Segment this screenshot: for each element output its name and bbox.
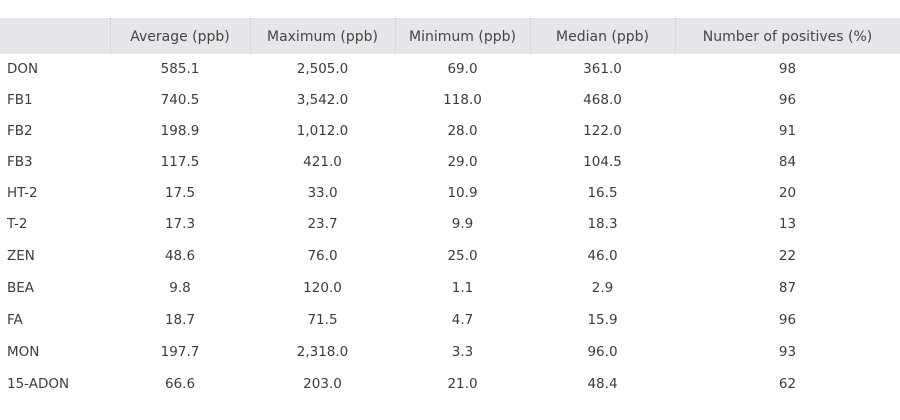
- row-maximum: 33.0: [307, 185, 338, 201]
- row-maximum: 203.0: [303, 376, 342, 392]
- table-row: BEA 9.8 120.0 1.1 2.9 87: [0, 273, 900, 304]
- row-minimum: 25.0: [447, 248, 478, 264]
- row-analyte: FB1: [7, 92, 33, 108]
- row-median: 96.0: [587, 344, 618, 360]
- row-maximum: 421.0: [303, 154, 342, 170]
- row-minimum: 21.0: [447, 376, 478, 392]
- row-positives: 96: [778, 92, 797, 108]
- row-average: 740.5: [160, 92, 200, 108]
- row-average: 48.6: [164, 248, 196, 264]
- row-maximum: 1,012.0: [296, 123, 349, 139]
- row-analyte: DON: [7, 61, 39, 77]
- row-median: 16.5: [587, 185, 618, 201]
- header-minimum: Minimum (ppb): [409, 29, 516, 45]
- table-row: FB1 740.5 3,542.0 118.0 468.0 96: [0, 85, 900, 116]
- row-average: 18.7: [164, 312, 196, 328]
- table-row: FB2 198.9 1,012.0 28.0 122.0 91: [0, 116, 900, 147]
- row-maximum: 120.0: [303, 280, 342, 296]
- row-maximum: 3,542.0: [296, 92, 349, 108]
- row-average: 17.3: [164, 216, 196, 232]
- row-analyte: FB3: [7, 154, 33, 170]
- row-analyte: T-2: [7, 216, 28, 232]
- row-positives: 87: [778, 280, 797, 296]
- table-row: FA 18.7 71.5 4.7 15.9 96: [0, 305, 900, 336]
- header-divider: [110, 18, 111, 54]
- row-maximum: 2,505.0: [296, 61, 349, 77]
- row-minimum: 69.0: [447, 61, 478, 77]
- row-minimum: 3.3: [451, 344, 474, 360]
- header-median: Median (ppb): [556, 29, 649, 45]
- row-analyte: ZEN: [7, 248, 35, 264]
- row-maximum: 23.7: [307, 216, 338, 232]
- row-average: 197.7: [160, 344, 200, 360]
- row-median: 2.9: [591, 280, 614, 296]
- row-average: 198.9: [160, 123, 200, 139]
- header-maximum: Maximum (ppb): [266, 29, 378, 45]
- row-analyte: FA: [7, 312, 23, 328]
- row-analyte: HT-2: [7, 185, 38, 201]
- table-row: FB3 117.5 421.0 29.0 104.5 84: [0, 147, 900, 178]
- row-average: 9.8: [169, 280, 191, 296]
- row-maximum: 76.0: [307, 248, 338, 264]
- row-positives: 84: [778, 154, 797, 170]
- row-analyte: FB2: [7, 123, 33, 139]
- header-positives: Number of positives (%): [702, 29, 873, 45]
- row-analyte: BEA: [7, 280, 35, 296]
- header-divider: [395, 18, 396, 54]
- row-median: 15.9: [587, 312, 618, 328]
- row-minimum: 28.0: [447, 123, 478, 139]
- row-median: 468.0: [583, 92, 622, 108]
- row-average: 66.6: [164, 376, 196, 392]
- row-minimum: 1.1: [451, 280, 474, 296]
- row-minimum: 4.7: [451, 312, 474, 328]
- row-average: 17.5: [164, 185, 196, 201]
- header-divider: [530, 18, 531, 54]
- row-positives: 20: [778, 185, 797, 201]
- row-positives: 96: [778, 312, 797, 328]
- header-divider: [250, 18, 251, 54]
- row-maximum: 2,318.0: [296, 344, 349, 360]
- row-positives: 93: [778, 344, 797, 360]
- row-median: 46.0: [587, 248, 618, 264]
- table-header: Average (ppb) Maximum (ppb) Minimum (ppb…: [0, 18, 900, 54]
- table-row: HT-2 17.5 33.0 10.9 16.5 20: [0, 178, 900, 209]
- row-median: 122.0: [583, 123, 622, 139]
- row-average: 585.1: [160, 61, 200, 77]
- header-average: Average (ppb): [130, 29, 230, 45]
- table-row: T-2 17.3 23.7 9.9 18.3 13: [0, 209, 900, 240]
- header-blank: [0, 18, 110, 54]
- table-row: MON 197.7 2,318.0 3.3 96.0 93: [0, 337, 900, 368]
- row-positives: 13: [778, 216, 797, 232]
- row-minimum: 118.0: [443, 92, 482, 108]
- row-positives: 98: [778, 61, 797, 77]
- row-minimum: 10.9: [447, 185, 478, 201]
- row-median: 48.4: [587, 376, 618, 392]
- table-row: 15-ADON 66.6 203.0 21.0 48.4 62: [0, 369, 900, 400]
- table-row: DON 585.1 2,505.0 69.0 361.0 98: [0, 54, 900, 85]
- row-maximum: 71.5: [307, 312, 338, 328]
- row-positives: 91: [778, 123, 797, 139]
- row-analyte: MON: [7, 344, 40, 360]
- row-positives: 22: [778, 248, 797, 264]
- row-analyte: 15-ADON: [7, 376, 70, 392]
- row-median: 18.3: [587, 216, 618, 232]
- row-median: 104.5: [583, 154, 622, 170]
- row-average: 117.5: [160, 154, 200, 170]
- row-minimum: 29.0: [447, 154, 478, 170]
- row-median: 361.0: [583, 61, 622, 77]
- header-divider: [675, 18, 676, 54]
- row-minimum: 9.9: [451, 216, 474, 232]
- table-row: ZEN 48.6 76.0 25.0 46.0 22: [0, 241, 900, 272]
- row-positives: 62: [778, 376, 797, 392]
